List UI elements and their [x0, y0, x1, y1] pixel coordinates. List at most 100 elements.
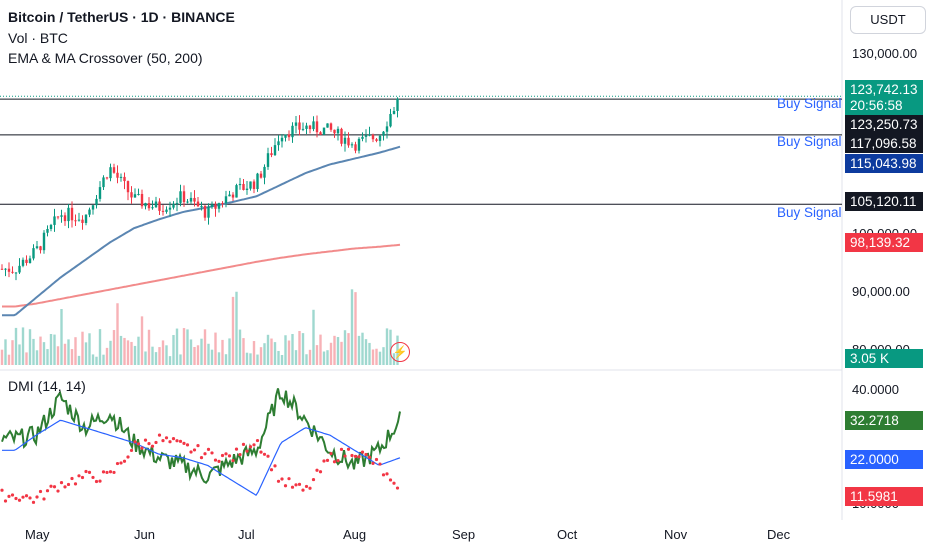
volume-bar: [53, 334, 56, 365]
candle-body: [266, 153, 270, 167]
dmi-minus-dot: [269, 468, 274, 472]
candle-body: [382, 131, 385, 136]
dmi-minus-dot: [45, 489, 50, 493]
candle-body: [270, 153, 273, 156]
candle-body: [67, 207, 70, 222]
volume-bar: [280, 354, 284, 365]
dmi-adx-tag: 22.0000: [845, 450, 923, 469]
dmi-legend[interactable]: DMI (14, 14): [8, 378, 86, 394]
dmi-minus-dot: [77, 474, 81, 478]
volume-bar: [364, 339, 368, 365]
dmi-minus-dot: [367, 455, 372, 459]
volume-bar: [35, 350, 39, 365]
volume-bar: [46, 349, 49, 365]
buy-signal-label[interactable]: Buy Signal: [777, 134, 842, 149]
ema-50-line: [2, 145, 401, 317]
volume-bar: [203, 329, 207, 365]
volume-bars: [0, 289, 399, 365]
currency-button[interactable]: USDT: [850, 6, 926, 34]
dmi-minus-dot: [325, 458, 330, 462]
candle-body: [25, 259, 28, 263]
volume-legend[interactable]: Vol · BTC: [8, 30, 68, 46]
dmi-minus-dot: [66, 482, 71, 487]
volume-bar: [56, 346, 60, 365]
dmi-minus-dot: [171, 437, 176, 441]
candle-body: [11, 271, 14, 273]
volume-bar: [133, 345, 137, 365]
candle-body: [203, 206, 207, 218]
dmi-minus-dot: [189, 450, 193, 454]
volume-bar: [32, 338, 35, 365]
volume-bar: [175, 328, 179, 365]
volume-bar: [165, 345, 168, 365]
dmi-minus-dot: [329, 451, 333, 456]
dmi-minus-dot: [7, 494, 11, 499]
dmi-minus-dot: [210, 451, 214, 455]
candle-body: [217, 203, 221, 209]
dmi-minus-dot: [105, 470, 109, 475]
chart-title[interactable]: Bitcoin / TetherUS · 1D · BINANCE: [8, 9, 235, 25]
volume-bar: [329, 342, 333, 365]
candle-body: [0, 268, 4, 270]
candle-body: [298, 122, 301, 130]
candle-body: [347, 137, 350, 146]
dmi-minus-dot: [336, 459, 340, 463]
candle-body: [315, 121, 319, 133]
volume-bar: [207, 343, 210, 365]
candle-body: [14, 272, 18, 274]
level-tag: 105,120.11: [845, 192, 923, 211]
x-axis-label: Aug: [343, 527, 367, 542]
ema-legend[interactable]: EMA & MA Crossover (50, 200): [8, 50, 203, 66]
buy-signal-label[interactable]: Buy Signal: [777, 96, 842, 111]
flash-icon[interactable]: ⚡: [390, 342, 410, 362]
ma-200-line: [2, 243, 401, 308]
candle-body: [186, 201, 189, 203]
volume-bar: [112, 330, 116, 365]
volume-bar: [347, 333, 350, 365]
candle-body: [326, 123, 329, 128]
candle-body: [228, 194, 231, 197]
dmi-minus-dot: [150, 444, 155, 448]
volume-bar: [284, 335, 287, 365]
volume-bar: [147, 329, 151, 365]
dmi-minus-tag: 11.5981: [845, 487, 923, 506]
dmi-minus-dot: [56, 489, 60, 493]
dmi-minus-dot: [133, 440, 137, 444]
candle-body: [396, 98, 399, 111]
buy-signal-label[interactable]: Buy Signal: [777, 205, 842, 220]
volume-bar: [193, 346, 196, 365]
candle-body: [158, 201, 161, 211]
dmi-tick: 40.0000: [852, 382, 899, 397]
volume-bar: [11, 340, 14, 365]
candle-body: [196, 201, 200, 207]
dmi-minus-dot: [283, 484, 288, 488]
candle-body: [273, 145, 277, 156]
level-tag: 123,250.73: [845, 115, 923, 134]
dmi-minus-dot: [234, 447, 239, 451]
candle-body: [252, 181, 256, 190]
dmi-minus-dot: [0, 488, 4, 492]
horizontal-levels[interactable]: [0, 95, 842, 205]
dmi-minus-dot: [203, 452, 207, 456]
dmi-minus-dot: [276, 479, 281, 483]
volume-bar: [189, 339, 193, 365]
dmi-minus-dot: [311, 477, 316, 482]
dmi-minus-dot: [252, 443, 256, 447]
dmi-minus-dot: [98, 479, 102, 483]
price-tick: 130,000.00: [852, 46, 918, 61]
dmi-minus-dot: [255, 438, 260, 443]
dmi-minus-dot: [42, 497, 46, 501]
candle-body: [147, 203, 151, 209]
volume-bar: [298, 330, 301, 365]
dmi-minus-dot: [101, 470, 106, 474]
candle-body: [350, 144, 354, 146]
volume-bar: [154, 352, 158, 365]
volume-bar: [350, 289, 354, 365]
dmi-lines: [0, 388, 401, 504]
candle-body: [39, 246, 42, 251]
dmi-minus-dot: [273, 464, 277, 468]
dmi-minus-dot: [21, 495, 25, 499]
volume-bar: [361, 332, 364, 365]
volume-bar: [182, 328, 186, 365]
